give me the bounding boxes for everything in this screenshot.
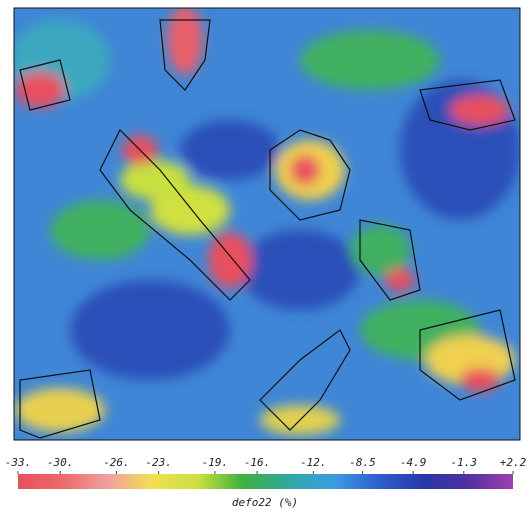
colorbar-tick-label: -26.	[103, 456, 130, 469]
colorbar-tick-label: +2.2	[500, 456, 527, 469]
colorbar-tick-label: -8.5	[349, 456, 376, 469]
colorbar-tick-label: -16.	[244, 456, 271, 469]
colorbar-tick-label: -23.	[145, 456, 172, 469]
field-map	[14, 8, 520, 440]
map-frame	[13, 7, 521, 441]
colorbar-tick-label: -12.	[300, 456, 327, 469]
contour-lines	[19, 19, 516, 439]
colorbar-tick-label: -33.	[5, 456, 32, 469]
colorbar	[18, 474, 513, 489]
colorbar-tick-label: -19.	[202, 456, 229, 469]
field-texture	[14, 8, 520, 435]
colorbar-label: defo22 (%)	[232, 496, 298, 509]
colorbar-tick-label: -1.3	[451, 456, 478, 469]
colorbar-tick-label: -30.	[47, 456, 74, 469]
colorbar-tick-label: -4.9	[400, 456, 427, 469]
